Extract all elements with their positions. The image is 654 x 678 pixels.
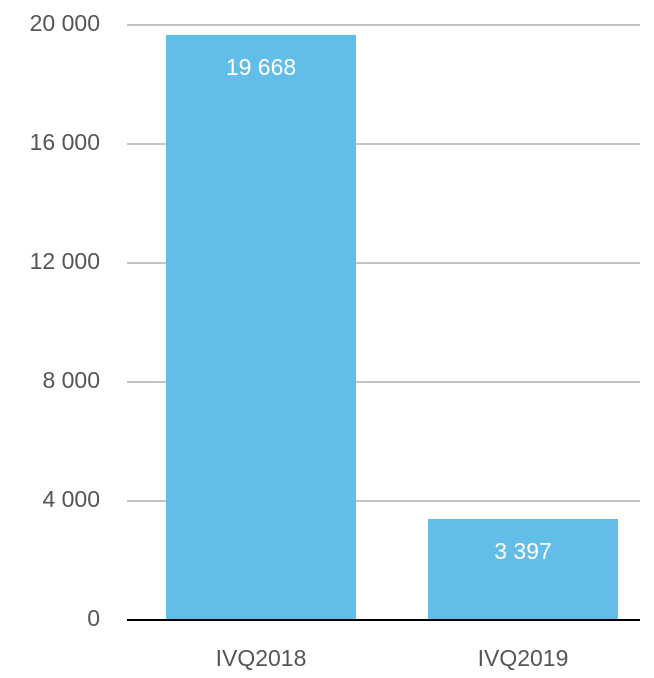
bar: [428, 518, 618, 620]
y-tick-label: 8 000: [42, 367, 100, 393]
bar: [166, 34, 356, 620]
x-tick-label: IVQ2018: [216, 645, 307, 671]
y-tick-label: 4 000: [42, 486, 100, 512]
y-tick-label: 0: [87, 605, 100, 631]
x-tick-label: IVQ2019: [478, 645, 569, 671]
y-tick-label: 20 000: [30, 10, 100, 36]
data-label: 3 397: [494, 538, 552, 564]
data-label: 19 668: [226, 54, 296, 80]
y-tick-label: 16 000: [30, 129, 100, 155]
y-tick-label: 12 000: [30, 248, 100, 274]
